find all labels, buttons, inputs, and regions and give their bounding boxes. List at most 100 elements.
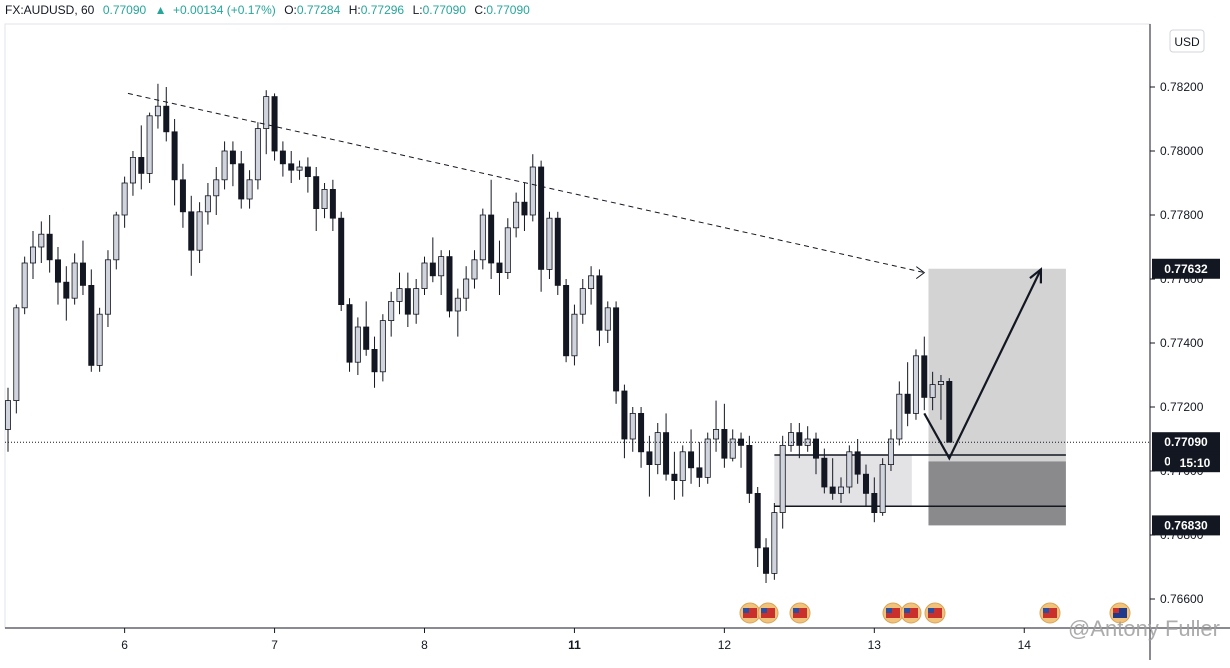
candle (946, 378, 953, 443)
us-flag-icon[interactable] (924, 602, 946, 624)
candle (379, 314, 386, 382)
open-value: 0.77284 (297, 3, 341, 17)
candle (638, 407, 645, 468)
candle (196, 202, 203, 263)
close-label: C: (474, 3, 486, 17)
candle (613, 301, 620, 404)
au-flag-icon[interactable] (1109, 602, 1131, 624)
candle (113, 211, 120, 270)
time-axis[interactable]: 6 7 8 11 12 13 14 (121, 628, 1031, 652)
candle (538, 160, 545, 292)
currency-label: USD (1174, 35, 1200, 49)
candle (746, 435, 753, 503)
candle (338, 211, 345, 311)
candle (204, 183, 211, 225)
price-change: +0.00134 (+0.17%) (173, 3, 276, 17)
candle (529, 154, 536, 222)
candle (563, 279, 570, 363)
candle (154, 83, 161, 129)
candle (629, 407, 636, 452)
candle (838, 477, 845, 503)
y-tick-label: 0.78200 (1160, 80, 1204, 94)
candle (138, 125, 145, 190)
candle (521, 183, 528, 231)
candle (304, 157, 311, 193)
us-flag-icon[interactable] (882, 602, 904, 624)
candle (179, 163, 186, 228)
economic-events[interactable] (739, 602, 1131, 624)
candle (321, 183, 328, 219)
symbol-label: FX:AUDUSD, 60 (5, 3, 95, 17)
candle (171, 119, 178, 206)
candle (21, 256, 28, 315)
candle (254, 122, 261, 190)
candle (496, 240, 503, 295)
candle (579, 279, 586, 324)
projection-path[interactable] (923, 268, 1042, 461)
header-line: FX:AUDUSD, 60 0.77090 ▲ +0.00134 (+0.17%… (5, 1, 530, 18)
high-label: H: (349, 3, 361, 17)
candle (879, 458, 886, 516)
candle (513, 192, 520, 238)
candle (371, 336, 378, 388)
candle (912, 349, 919, 420)
candle (554, 211, 561, 295)
us-flag-icon[interactable] (757, 602, 779, 624)
candle (388, 291, 395, 337)
price-tag: 0.76830 (1152, 515, 1220, 536)
candle (288, 151, 295, 183)
candle (679, 445, 686, 497)
candle (804, 426, 811, 452)
currency-button[interactable]: USD (1169, 29, 1205, 53)
candle (571, 304, 578, 366)
candle (688, 429, 695, 484)
candle (404, 272, 411, 327)
candle (54, 247, 61, 305)
candle (479, 208, 486, 270)
us-flag-icon[interactable] (900, 602, 922, 624)
candle (329, 179, 336, 231)
candle (621, 384, 628, 459)
candle (929, 371, 936, 411)
candle (88, 269, 95, 372)
us-flag-icon[interactable] (739, 602, 761, 624)
open-label: O: (284, 3, 297, 17)
x-tick-label: 14 (1018, 638, 1032, 652)
candle (779, 435, 786, 529)
candle (921, 336, 928, 411)
candle (713, 400, 720, 452)
candle (696, 442, 703, 487)
countdown-label: 15:10 (1180, 456, 1211, 470)
candle (663, 413, 670, 481)
candle (846, 445, 853, 494)
last-price: 0.77090 (103, 3, 147, 17)
candle (796, 423, 803, 459)
us-flag-icon[interactable] (789, 602, 811, 624)
candle (63, 266, 70, 321)
trendline[interactable] (127, 92, 925, 274)
low-value: 0.77090 (423, 3, 467, 17)
candle (79, 240, 86, 295)
candle (238, 151, 245, 209)
candle (488, 179, 495, 279)
candle (596, 269, 603, 347)
candle (104, 250, 111, 327)
candle (788, 423, 795, 452)
x-tick-label: 12 (718, 638, 732, 652)
price-tag-label: 0.77632 (1164, 262, 1208, 276)
us-flag-icon[interactable] (1039, 602, 1061, 624)
candle (271, 93, 278, 161)
y-tick-label: 0.78000 (1160, 144, 1204, 158)
x-tick-label: 8 (421, 638, 428, 652)
candle (829, 458, 836, 500)
candle (471, 250, 478, 289)
candle (129, 151, 136, 196)
candle (413, 279, 420, 324)
candle (454, 288, 461, 337)
up-arrow-icon: ▲ (155, 3, 167, 17)
candle (38, 221, 45, 263)
candle (654, 423, 661, 475)
stop-zone (928, 461, 1066, 526)
x-tick-label: 7 (271, 638, 278, 652)
